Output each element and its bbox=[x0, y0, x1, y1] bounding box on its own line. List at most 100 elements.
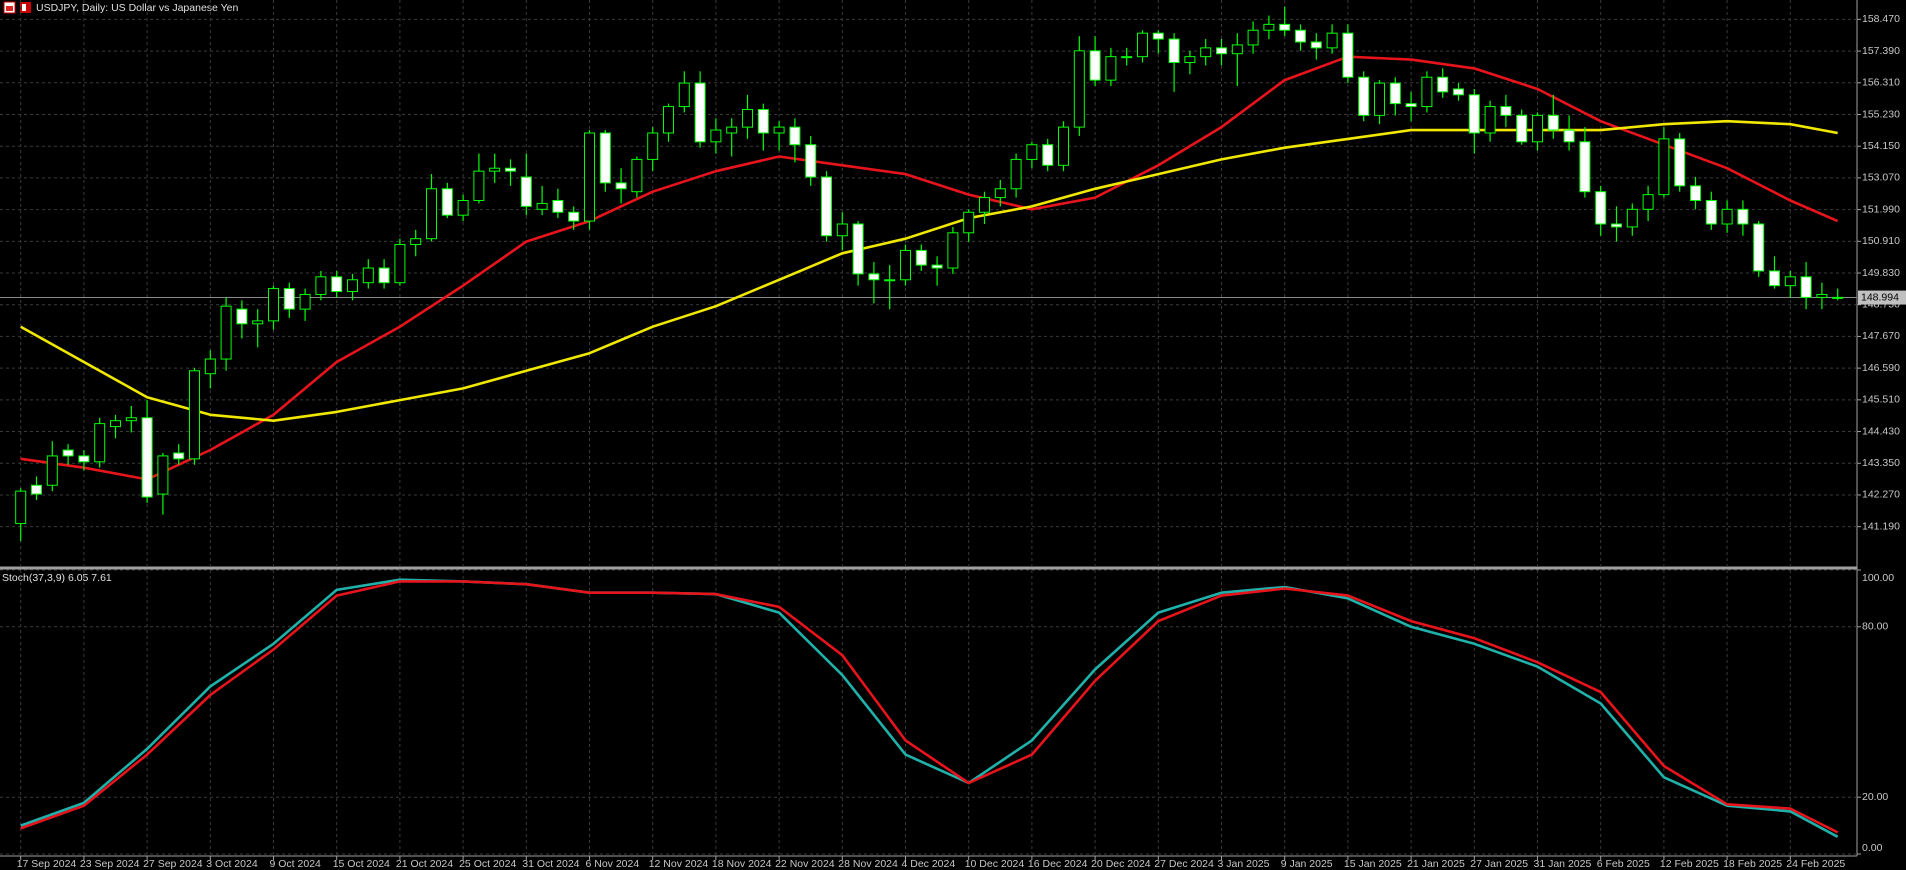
candle-body bbox=[15, 490, 27, 524]
candle-body bbox=[900, 249, 911, 281]
candle-body bbox=[663, 106, 674, 134]
candle-body bbox=[125, 417, 137, 422]
x-tick-label: 10 Dec 2024 bbox=[965, 858, 1025, 870]
y-tick-label: 144.430 bbox=[1862, 425, 1900, 437]
candle-body bbox=[1216, 47, 1227, 55]
y-tick-label: 142.270 bbox=[1862, 489, 1900, 501]
icon bbox=[6, 6, 13, 11]
candle-body bbox=[94, 423, 106, 463]
marks-layer bbox=[15, 6, 1844, 838]
candle-body bbox=[805, 144, 817, 178]
candle-body bbox=[1200, 47, 1212, 58]
candle-body bbox=[1042, 144, 1054, 166]
x-tick-label: 31 Jan 2025 bbox=[1534, 858, 1592, 870]
candle-body bbox=[1121, 56, 1133, 59]
candle-body bbox=[1769, 270, 1780, 287]
candle-body bbox=[1658, 138, 1670, 196]
candle-body bbox=[78, 455, 90, 463]
candle-body bbox=[1184, 56, 1196, 64]
candle-body bbox=[1421, 76, 1433, 108]
candle-body bbox=[915, 249, 927, 266]
candle-body bbox=[1642, 194, 1654, 210]
x-tick-label: 27 Jan 2025 bbox=[1470, 858, 1528, 870]
candle-body bbox=[426, 188, 437, 240]
candle-body bbox=[694, 82, 706, 143]
candle-body bbox=[1010, 158, 1022, 190]
candle-body bbox=[1058, 126, 1069, 166]
x-tick-label: 6 Nov 2024 bbox=[586, 858, 640, 870]
candle-body bbox=[1721, 208, 1733, 225]
candle-body bbox=[1389, 82, 1401, 105]
candle-body bbox=[552, 200, 564, 213]
y-tick-label: 145.510 bbox=[1862, 394, 1900, 406]
candle-body bbox=[568, 211, 580, 222]
candle-body bbox=[599, 132, 611, 184]
candle-body bbox=[1753, 223, 1765, 272]
candle-body bbox=[647, 132, 659, 160]
candle-body bbox=[1279, 23, 1291, 31]
candle-body bbox=[710, 129, 722, 143]
x-tick-label: 4 Dec 2024 bbox=[902, 858, 956, 870]
candle-body bbox=[884, 279, 896, 282]
candle-body bbox=[441, 188, 453, 216]
candle-body bbox=[1595, 191, 1607, 225]
y-tick-label: 157.390 bbox=[1862, 45, 1900, 57]
candle-body bbox=[236, 308, 248, 325]
y-tick-label: 150.910 bbox=[1862, 235, 1900, 247]
candle-body bbox=[315, 276, 327, 295]
indicator-line bbox=[20, 580, 1839, 834]
x-tick-label: 20 Dec 2024 bbox=[1091, 858, 1151, 870]
x-tick-label: 21 Oct 2024 bbox=[396, 858, 453, 870]
x-tick-label: 28 Nov 2024 bbox=[838, 858, 898, 870]
x-tick-label: 23 Sep 2024 bbox=[80, 858, 140, 870]
y-tick-label: 20.00 bbox=[1862, 791, 1888, 803]
x-tick-label: 18 Feb 2025 bbox=[1723, 858, 1782, 870]
candle-body bbox=[252, 320, 264, 325]
candle-body bbox=[473, 170, 485, 202]
last-price-box bbox=[1858, 290, 1906, 305]
moving-average-line bbox=[20, 55, 1839, 481]
candle-body bbox=[947, 232, 959, 269]
grid-layer bbox=[0, 0, 1857, 855]
candle-body bbox=[1168, 38, 1180, 64]
candle-body bbox=[1231, 44, 1243, 55]
x-tick-label: 27 Sep 2024 bbox=[143, 858, 203, 870]
candle-body bbox=[615, 182, 627, 190]
candle-body bbox=[1484, 106, 1496, 134]
candle-body bbox=[836, 223, 848, 237]
x-tick-label: 24 Feb 2025 bbox=[1786, 858, 1845, 870]
candle-body bbox=[584, 132, 595, 222]
y-tick-label: 146.590 bbox=[1862, 362, 1900, 374]
y-tick-label: 158.470 bbox=[1862, 13, 1900, 25]
candle-body bbox=[726, 126, 738, 134]
candle-body bbox=[1532, 114, 1543, 143]
candle-body bbox=[157, 455, 169, 495]
candle-body bbox=[1358, 76, 1370, 116]
candle-body bbox=[1516, 114, 1528, 143]
candle-body bbox=[1737, 208, 1749, 225]
candle-body bbox=[1674, 138, 1686, 187]
y-tick-label: 100.00 bbox=[1862, 572, 1894, 584]
y-tick-label: 155.230 bbox=[1862, 108, 1900, 120]
candle-body bbox=[268, 288, 279, 322]
y-tick-label: 141.190 bbox=[1862, 520, 1900, 532]
y-tick-label: 151.990 bbox=[1862, 203, 1900, 215]
candle-body bbox=[1137, 32, 1148, 58]
candle-body bbox=[931, 264, 943, 269]
candle-body bbox=[1468, 94, 1480, 134]
candle-body bbox=[1263, 23, 1275, 31]
candle-body bbox=[31, 484, 42, 495]
candle-body bbox=[1152, 32, 1164, 40]
candle-body bbox=[1310, 41, 1322, 49]
symbol-icons bbox=[3, 1, 31, 14]
x-tick-label: 21 Jan 2025 bbox=[1407, 858, 1465, 870]
candle-body bbox=[868, 273, 880, 281]
candle-body bbox=[1611, 223, 1622, 228]
last-price-label: 148.994 bbox=[1861, 291, 1899, 303]
y-tick-label: 149.830 bbox=[1862, 267, 1900, 279]
x-tick-label: 3 Oct 2024 bbox=[206, 858, 258, 870]
candle-body bbox=[1500, 106, 1512, 116]
